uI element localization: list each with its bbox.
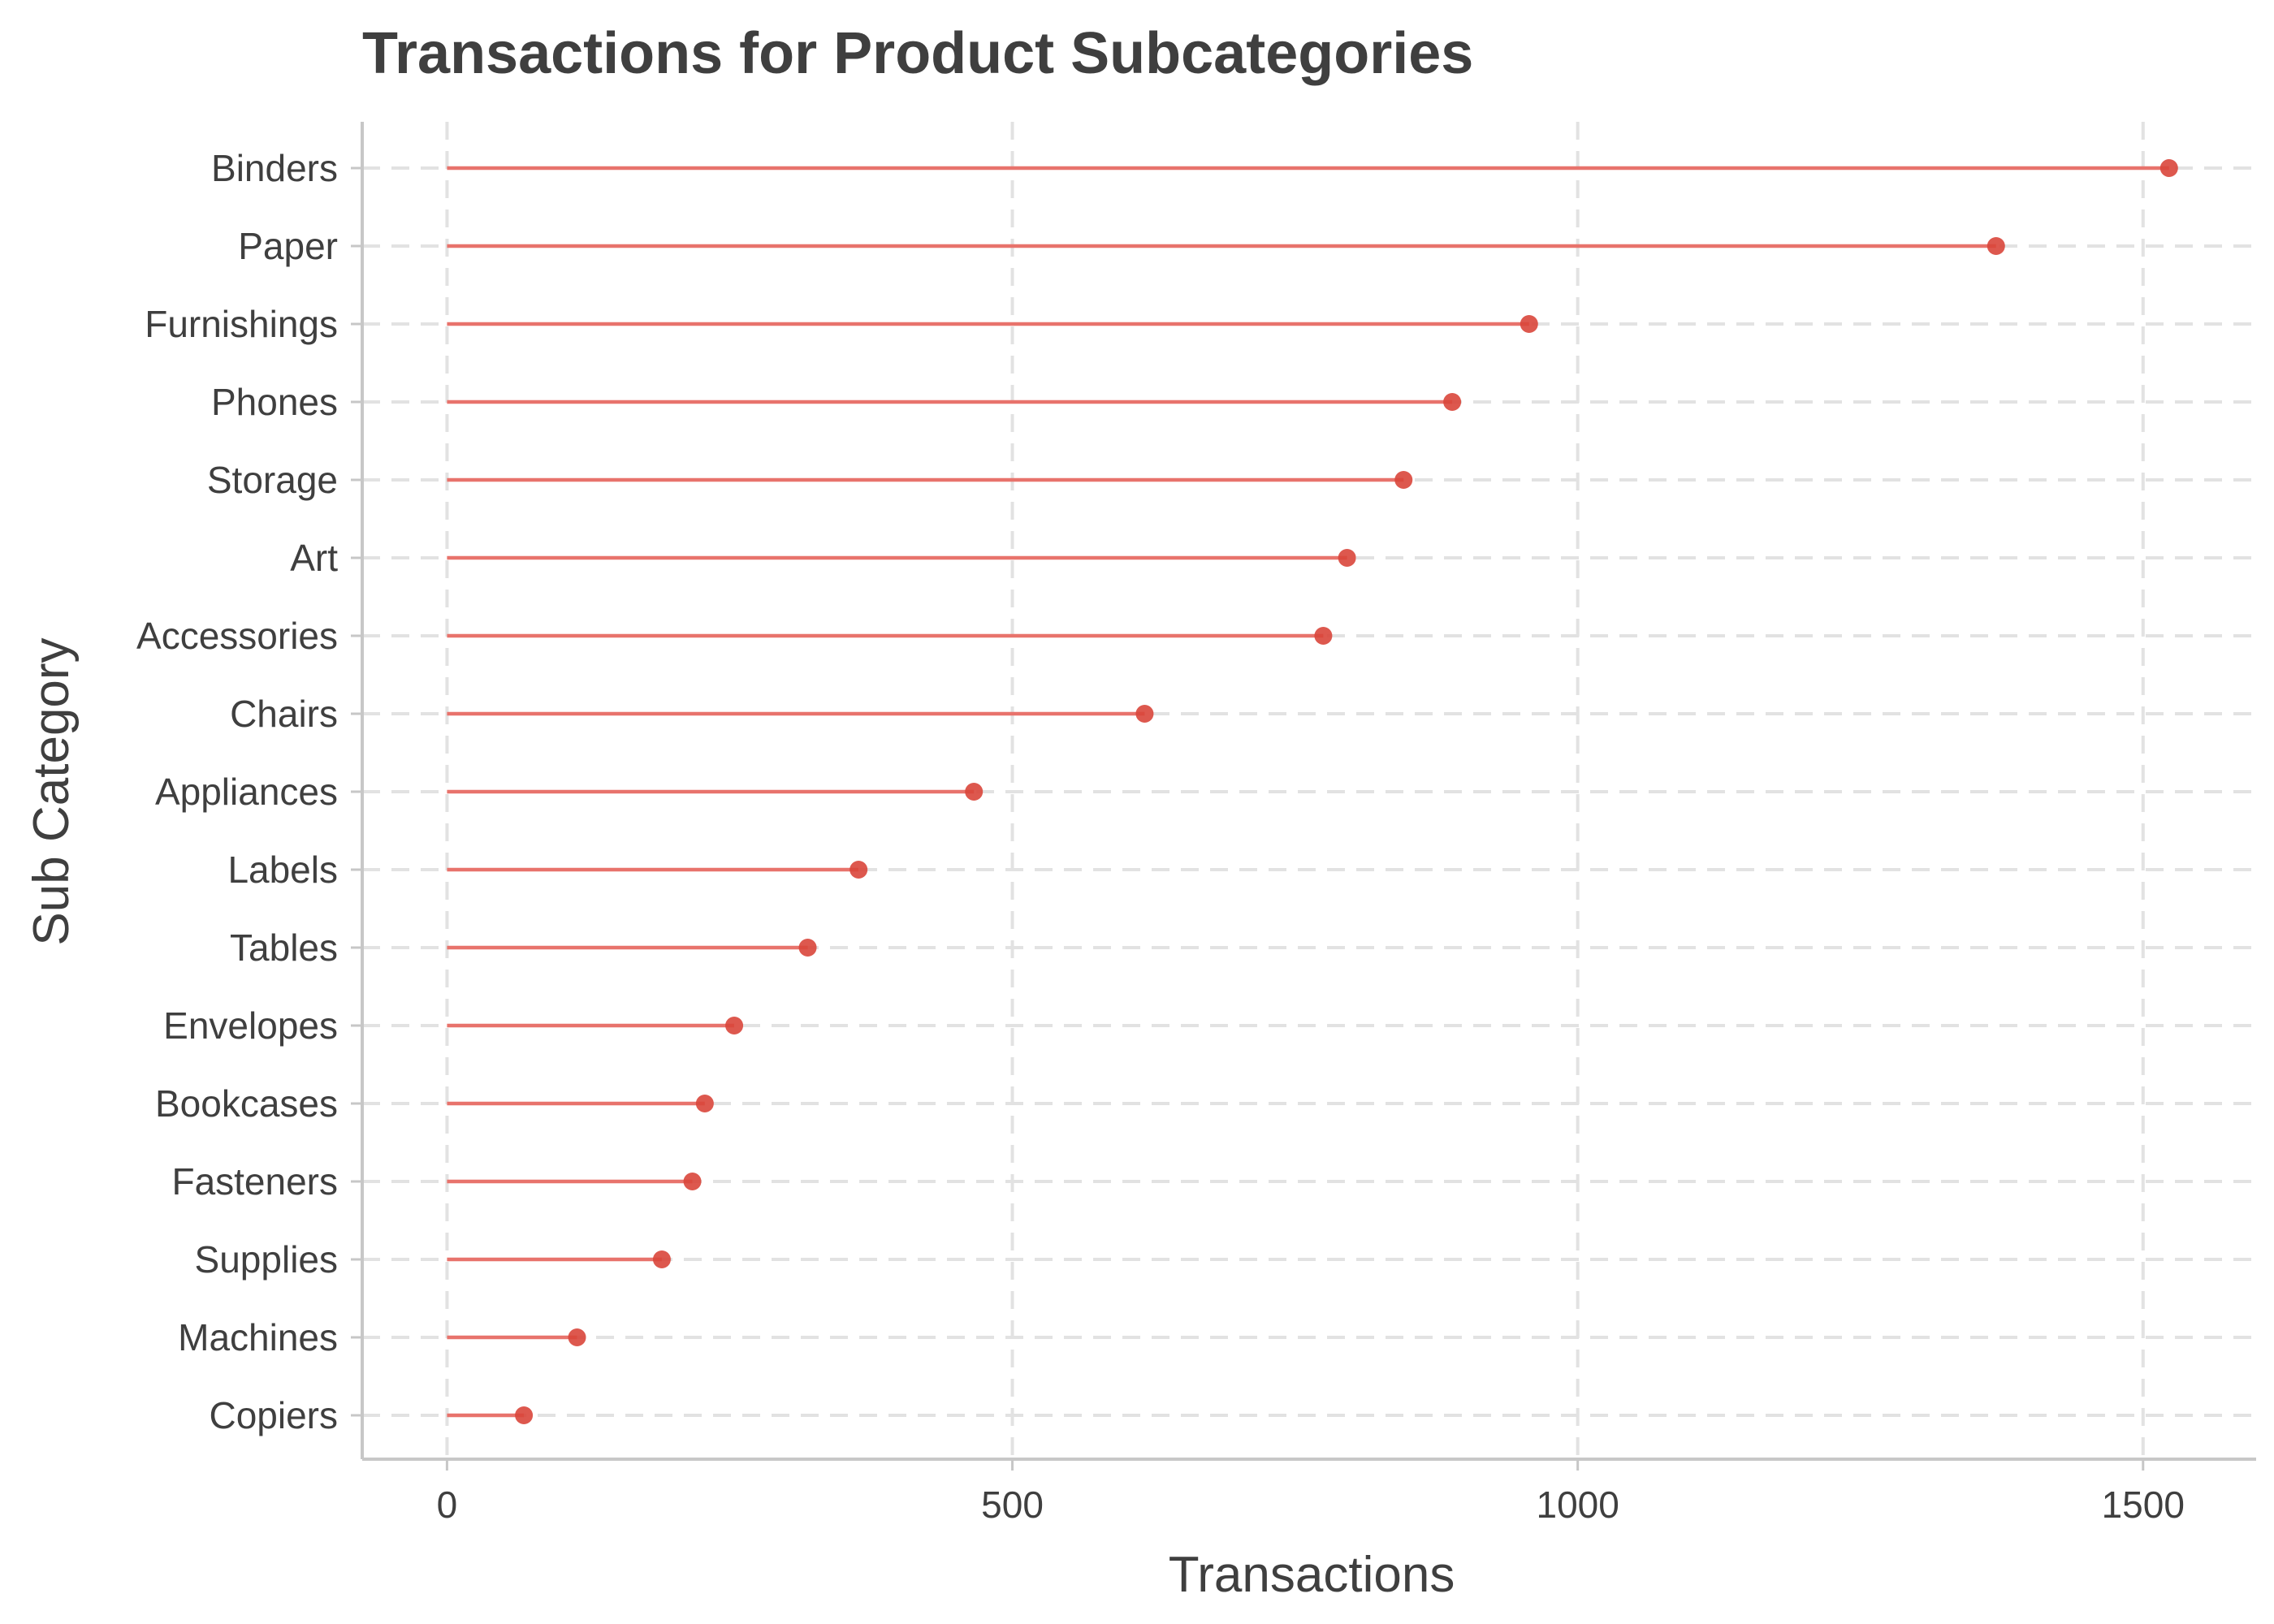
lollipop-point-phones (1443, 393, 1462, 411)
lollipop-point-chairs (1135, 705, 1154, 723)
y-tick-label-appliances: Appliances (155, 771, 338, 813)
lollipop-point-appliances (965, 783, 984, 801)
y-tick-label-storage: Storage (207, 459, 338, 501)
axes-layer (351, 122, 2256, 1471)
y-tick-label-binders: Binders (211, 147, 338, 189)
lollipop-point-furnishings (1520, 315, 1538, 333)
x-tick-label-500: 500 (981, 1484, 1044, 1526)
y-tick-label-art: Art (290, 537, 338, 579)
lollipop-point-copiers (515, 1406, 534, 1424)
lollipop-point-machines (568, 1328, 586, 1346)
x-tick-label-0: 0 (437, 1484, 458, 1526)
chart-title: Transactions for Product Subcategories (362, 21, 1473, 86)
lollipop-point-art (1338, 549, 1356, 567)
lollipop-point-supplies (652, 1250, 671, 1268)
lollipop-point-bookcases (695, 1095, 714, 1112)
y-tick-label-tables: Tables (230, 926, 338, 969)
y-tick-label-fasteners: Fasteners (171, 1160, 338, 1203)
y-tick-label-furnishings: Furnishings (145, 303, 338, 345)
y-tick-label-accessories: Accessories (136, 615, 338, 657)
lollipop-point-storage (1394, 471, 1413, 489)
x-axis-title: Transactions (1169, 1547, 1455, 1603)
lollipop-point-accessories (1314, 627, 1333, 645)
x-tick-label-1000: 1000 (1536, 1484, 1619, 1526)
y-tick-label-bookcases: Bookcases (155, 1082, 338, 1125)
y-tick-label-supplies: Supplies (195, 1238, 338, 1281)
x-tick-label-1500: 1500 (2102, 1484, 2185, 1526)
y-tick-label-paper: Paper (238, 225, 338, 267)
y-tick-label-machines: Machines (178, 1316, 338, 1358)
lollipop-point-paper (1987, 237, 2005, 255)
lollipop-point-fasteners (683, 1173, 702, 1190)
lollipop-point-envelopes (725, 1017, 744, 1034)
marks-layer (447, 159, 2178, 1424)
lollipop-point-labels (850, 861, 868, 879)
y-tick-label-copiers: Copiers (209, 1394, 338, 1436)
lollipop-point-binders (2159, 159, 2178, 177)
y-tick-label-envelopes: Envelopes (163, 1004, 338, 1047)
y-axis-title: Sub Category (24, 637, 80, 945)
lollipop-point-tables (798, 939, 817, 957)
y-tick-label-phones: Phones (211, 381, 338, 423)
y-tick-label-labels: Labels (227, 849, 338, 891)
labels-layer: 0 500 1000 1500 Binders Paper Furnishings Phone… (136, 147, 2185, 1526)
y-tick-label-chairs: Chairs (230, 693, 338, 735)
